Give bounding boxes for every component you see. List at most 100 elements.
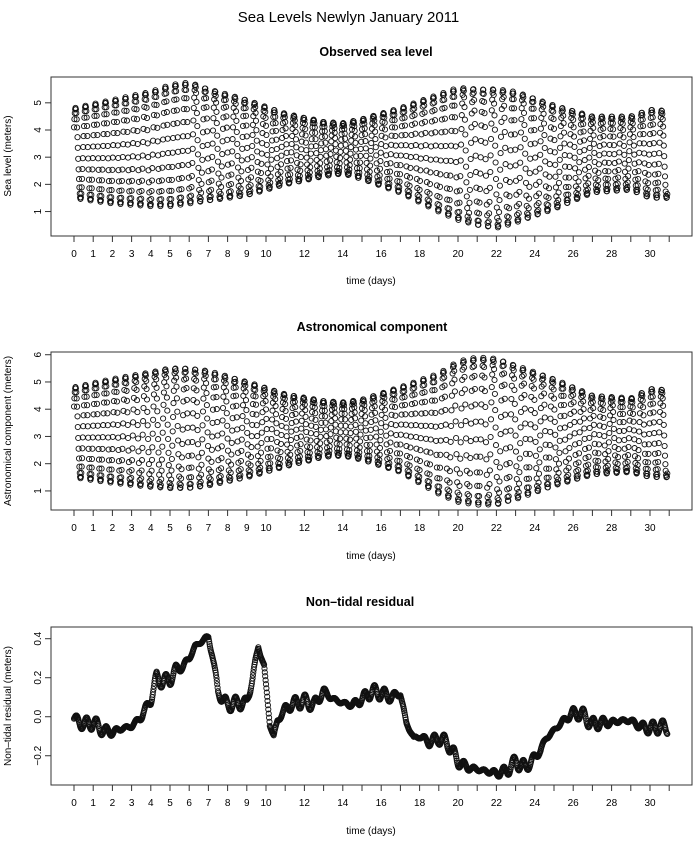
data-point <box>315 453 323 460</box>
data-point <box>107 198 114 205</box>
data-point <box>249 672 256 679</box>
data-point <box>223 124 230 131</box>
data-point <box>163 383 170 390</box>
data-point <box>496 464 503 471</box>
data-point <box>531 140 538 147</box>
data-point <box>276 464 283 471</box>
data-point <box>487 152 494 159</box>
data-point <box>253 127 260 134</box>
data-point <box>204 429 211 436</box>
data-point <box>355 172 362 180</box>
data-point <box>664 730 671 738</box>
data-point <box>572 165 579 172</box>
data-point <box>261 661 268 668</box>
data-point <box>497 166 504 173</box>
data-point <box>257 169 265 177</box>
data-point <box>208 186 215 193</box>
data-point <box>206 194 213 201</box>
data-point <box>215 457 222 464</box>
data-point <box>298 417 305 424</box>
data-point <box>368 125 376 132</box>
data-point <box>516 200 523 207</box>
data-point <box>488 107 495 114</box>
data-point <box>263 131 270 139</box>
data-point <box>647 401 654 408</box>
data-point <box>203 104 210 111</box>
data-point <box>572 174 579 182</box>
data-point <box>342 416 349 423</box>
data-point <box>367 155 374 162</box>
data-point <box>170 387 177 394</box>
x-tick-label: 18 <box>414 798 426 809</box>
data-point <box>241 379 248 386</box>
data-point <box>123 387 130 394</box>
data-point <box>547 124 554 131</box>
data-point <box>213 120 220 127</box>
data-point <box>322 146 329 153</box>
data-point <box>512 416 519 423</box>
data-point <box>72 385 79 392</box>
data-point <box>511 131 518 138</box>
data-point <box>432 409 439 417</box>
data-point <box>512 432 519 439</box>
data-point <box>416 193 423 200</box>
data-point <box>373 441 380 448</box>
data-point <box>150 403 157 410</box>
data-point <box>145 435 152 443</box>
data-point <box>135 459 142 467</box>
data-point <box>74 423 81 431</box>
data-point <box>428 397 435 404</box>
data-point <box>486 198 493 205</box>
data-point <box>148 187 155 195</box>
x-axis-label: time (days) <box>346 276 395 287</box>
data-point <box>411 120 419 127</box>
data-point <box>525 484 532 491</box>
data-point <box>562 174 569 181</box>
data-point <box>242 105 249 112</box>
data-point <box>157 484 164 491</box>
data-point <box>625 435 632 442</box>
data-point <box>195 164 202 171</box>
data-point <box>457 157 464 164</box>
data-point <box>459 359 467 367</box>
data-point <box>315 172 323 179</box>
data-point <box>508 395 515 403</box>
data-point <box>283 149 290 156</box>
data-point <box>90 143 97 150</box>
data-point <box>421 398 429 405</box>
data-point <box>593 186 600 193</box>
data-point <box>625 443 632 451</box>
data-point <box>262 114 269 121</box>
data-point <box>110 421 117 428</box>
x-tick-label: 28 <box>606 798 618 809</box>
data-point <box>218 455 225 462</box>
data-point <box>382 143 389 150</box>
data-point <box>635 168 642 175</box>
data-point <box>408 422 415 429</box>
data-point <box>322 133 329 140</box>
data-point <box>77 473 84 480</box>
data-point <box>298 138 305 145</box>
data-point <box>163 90 170 97</box>
data-point <box>204 141 211 148</box>
data-point <box>606 141 613 148</box>
data-point <box>294 159 301 166</box>
data-point <box>303 154 310 161</box>
data-point <box>606 429 613 437</box>
data-point <box>641 169 649 176</box>
data-point <box>615 446 622 453</box>
data-point <box>85 434 92 441</box>
data-point <box>228 461 235 468</box>
data-point <box>562 163 569 170</box>
data-point <box>145 154 152 161</box>
data-point <box>515 210 522 217</box>
data-point <box>173 88 180 95</box>
data-point <box>371 122 378 129</box>
data-point <box>303 147 310 154</box>
data-point <box>145 449 152 456</box>
x-tick-label: 6 <box>186 523 192 534</box>
data-point <box>148 467 155 474</box>
data-point <box>232 108 240 115</box>
data-point <box>234 426 241 433</box>
data-point <box>267 453 274 460</box>
